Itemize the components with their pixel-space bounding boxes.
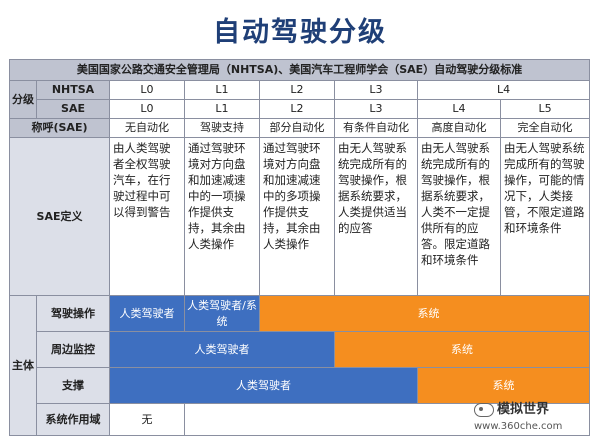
scope-empty-cell (183, 403, 591, 436)
definition-l4: 由无人驾驶系统完成所有的驾驶操作，根据系统要求，人类不一定提供所有的应答。限定道… (417, 137, 501, 296)
monitoring-system-cell: 系统 (333, 331, 591, 368)
nhtsa-level-l1: L1 (184, 80, 260, 100)
nhtsa-level-l2: L2 (259, 80, 335, 100)
definition-l1: 通过驾驶环境对方向盘和加速减速中的一项操作提供支持，其余由人类操作 (184, 137, 260, 296)
nhtsa-level-l0: L0 (109, 80, 185, 100)
sae-label: SAE (36, 99, 110, 119)
support-human-cell: 人类驾驶者 (109, 367, 418, 404)
sae-level-l1: L1 (184, 99, 260, 119)
name-label: 称呼(SAE) (9, 118, 110, 138)
name-l0: 无自动化 (109, 118, 185, 138)
watermark-url: www.360che.com (474, 421, 563, 432)
sae-level-l4: L4 (417, 99, 501, 119)
page-title: 自动驾驶分级 (213, 17, 387, 48)
name-l2: 部分自动化 (259, 118, 335, 138)
sae-level-l2: L2 (259, 99, 335, 119)
sae-level-l3: L3 (334, 99, 418, 119)
watermark-name: 模拟世界 (497, 402, 550, 417)
monitoring-label: 周边监控 (36, 331, 110, 368)
scope-none-cell: 无 (109, 403, 185, 436)
name-l3: 有条件自动化 (334, 118, 418, 138)
name-l5: 完全自动化 (499, 118, 591, 138)
table-header: 美国国家公路交通安全管理局（NHTSA)、美国汽车工程师学会（SAE）自动驾驶分… (8, 59, 591, 81)
driving-system-cell: 系统 (258, 295, 591, 332)
autonomy-level-table: 美国国家公路交通安全管理局（NHTSA)、美国汽车工程师学会（SAE）自动驾驶分… (8, 59, 591, 436)
nhtsa-level-l3: L3 (334, 80, 418, 100)
watermark: 模拟世界 www.360che.com (474, 400, 600, 434)
name-l1: 驾驶支持 (184, 118, 260, 138)
driving-label: 驾驶操作 (36, 295, 110, 332)
driving-mixed-cell: 人类驾驶者/系统 (184, 295, 260, 332)
definition-l2: 通过驾驶环境对方向盘和加速减速中的多项操作提供支持，其余由人类操作 (259, 137, 335, 296)
sae-level-l0: L0 (109, 99, 185, 119)
driving-human-cell: 人类驾驶者 (109, 295, 185, 332)
nhtsa-level-l4: L4 (416, 80, 591, 100)
definition-l3: 由无人驾驶系统完成所有的驾驶操作，根据系统要求，人类提供适当的应答 (334, 137, 418, 296)
support-system-cell: 系统 (416, 367, 591, 404)
definition-l0: 由人类驾驶者全权驾驶汽车，在行驶过程中可以得到警告 (109, 137, 185, 296)
nhtsa-label: NHTSA (36, 80, 110, 100)
scope-label: 系统作用域 (36, 403, 110, 436)
definition-l5: 由无人驾驶系统完成所有的驾驶操作，可能的情况下，人类接管，不限定道路和环境条件 (499, 137, 591, 296)
subject-label: 主体 (9, 295, 37, 436)
support-label: 支撑 (36, 367, 110, 404)
definition-label: SAE定义 (9, 137, 110, 296)
name-l4: 高度自动化 (417, 118, 501, 138)
level-label: 分级 (9, 80, 37, 119)
sae-level-l5: L5 (499, 99, 591, 119)
monitoring-human-cell: 人类驾驶者 (109, 331, 335, 368)
wechat-icon (474, 402, 494, 417)
